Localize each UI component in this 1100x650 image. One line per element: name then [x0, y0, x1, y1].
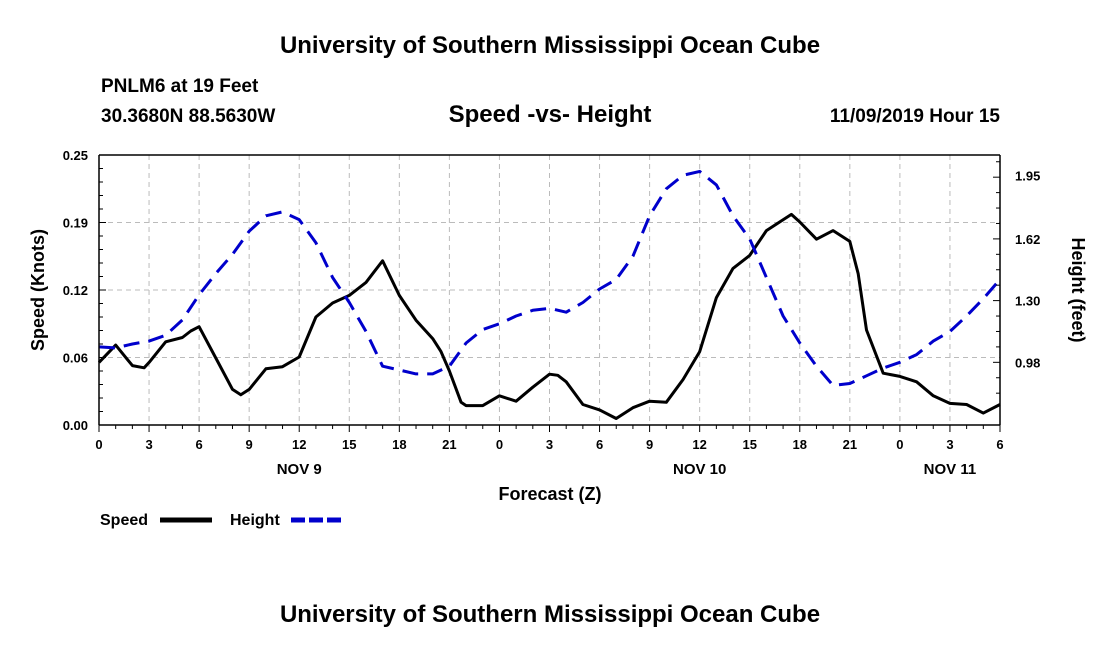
x-tick-label: 18	[392, 437, 406, 452]
x-tick-label: 6	[596, 437, 603, 452]
x-tick-label: 21	[843, 437, 857, 452]
x-tick-label: 15	[742, 437, 756, 452]
x-tick-label: 12	[692, 437, 706, 452]
footer-title: University of Southern Mississippi Ocean…	[279, 601, 821, 628]
y-right-tick-label: 1.95	[1015, 168, 1040, 183]
chart-title: University of Southern Mississippi Ocean…	[279, 32, 821, 59]
y-left-tick-label: 0.25	[63, 148, 88, 163]
y-left-axis-title: Speed (Knots)	[28, 229, 48, 351]
x-tick-label: 15	[342, 437, 356, 452]
y-right-tick-label: 0.98	[1015, 355, 1040, 370]
speed-series-line	[97, 212, 1001, 420]
x-tick-label: 3	[946, 437, 953, 452]
y-right-tick-label: 1.30	[1015, 294, 1040, 309]
y-right-axis-title: Height (feet)	[1068, 238, 1088, 343]
legend-label-height: Height	[230, 512, 280, 529]
axes	[98, 154, 1001, 432]
forecast-datetime: 11/09/2019 Hour 15	[829, 106, 1000, 127]
day-label: NOV 9	[277, 461, 322, 478]
height-series-line	[98, 169, 1002, 387]
axis-labels: 0 3 6 9 12 15 18 21 0 3 6 9 12 15 18 21 0 3 6 NOV 9 NOV 10 NO…	[28, 148, 1088, 529]
station-name: PNLM6 at 19 Feet	[101, 76, 259, 97]
y-left-tick-label: 0.00	[63, 418, 88, 433]
y-left-tick-label: 0.06	[63, 351, 88, 366]
day-label: NOV 10	[673, 461, 726, 478]
x-tick-label: 21	[442, 437, 456, 452]
day-label: NOV 11	[924, 461, 977, 478]
x-tick-label: 3	[546, 437, 553, 452]
y-right-tick-label: 1.62	[1015, 232, 1040, 247]
x-tick-label: 6	[195, 437, 202, 452]
grid-lines	[99, 155, 1000, 425]
x-tick-label: 0	[496, 437, 503, 452]
x-tick-label: 18	[793, 437, 807, 452]
x-tick-label: 0	[896, 437, 903, 452]
x-tick-label: 6	[996, 437, 1003, 452]
x-axis-title: Forecast (Z)	[498, 484, 601, 504]
legend-label-speed: Speed	[100, 512, 148, 529]
x-tick-label: 9	[246, 437, 253, 452]
x-tick-label: 9	[646, 437, 653, 452]
series-layer	[97, 169, 1002, 420]
chart-subtitle: Speed -vs- Height	[448, 101, 652, 128]
station-coords: 30.3680N 88.5630W	[101, 106, 276, 127]
x-tick-label: 0	[95, 437, 102, 452]
y-left-tick-label: 0.12	[63, 283, 88, 298]
x-tick-label: 12	[292, 437, 306, 452]
y-left-tick-label: 0.19	[63, 216, 88, 231]
x-tick-label: 3	[145, 437, 152, 452]
